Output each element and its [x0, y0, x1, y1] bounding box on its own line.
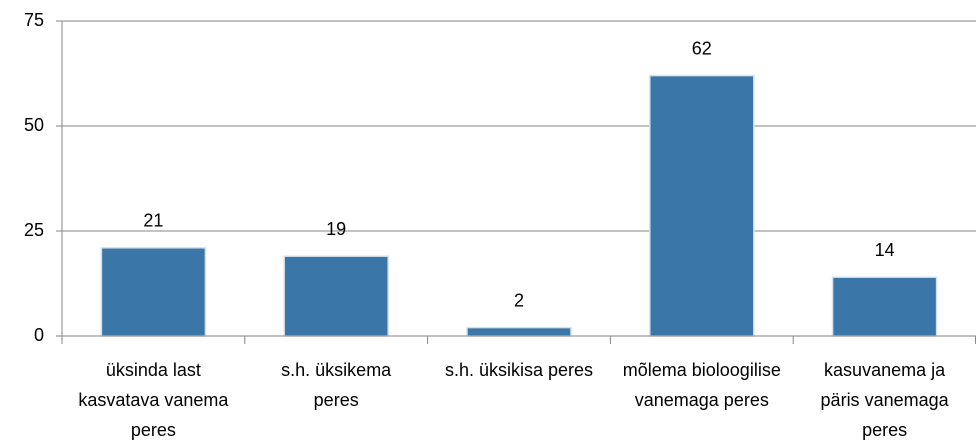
- data-label: 21: [143, 211, 163, 231]
- y-tick-label: 25: [24, 220, 44, 240]
- y-tick-label: 50: [24, 115, 44, 135]
- bar: [831, 276, 938, 337]
- bar: [466, 326, 572, 337]
- bar: [649, 74, 755, 337]
- data-label: 14: [875, 240, 895, 260]
- x-tick-label: s.h. üksikisa peres: [444, 360, 594, 380]
- x-tick-label: mõlema bioloogilise vanemaga peres: [622, 360, 781, 410]
- bar: [283, 255, 389, 337]
- x-tick-label: üksinda last kasvatava vanema peres: [78, 360, 229, 440]
- data-label: 19: [326, 219, 346, 239]
- y-tick-label: 0: [34, 325, 44, 345]
- data-label: 62: [692, 38, 712, 58]
- bar: [100, 247, 207, 337]
- x-tick-label: s.h. üksikema peres: [281, 360, 392, 410]
- x-tick-label: kasuvanema ja päris vanemaga peres: [820, 360, 949, 440]
- y-tick-label: 75: [24, 10, 44, 30]
- data-label: 2: [514, 290, 524, 310]
